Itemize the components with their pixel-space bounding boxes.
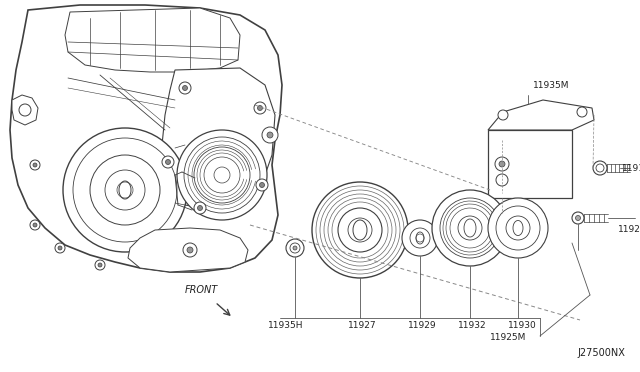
Circle shape: [596, 164, 604, 172]
Circle shape: [496, 174, 508, 186]
Text: 11935M: 11935M: [533, 81, 570, 90]
Circle shape: [184, 137, 260, 213]
Circle shape: [256, 179, 268, 191]
Text: 11932: 11932: [458, 321, 486, 330]
Circle shape: [320, 190, 400, 270]
Circle shape: [117, 182, 133, 198]
Circle shape: [194, 202, 206, 214]
Circle shape: [495, 157, 509, 171]
Circle shape: [63, 128, 187, 252]
Circle shape: [267, 132, 273, 138]
Circle shape: [166, 160, 170, 164]
Circle shape: [572, 212, 584, 224]
Circle shape: [162, 156, 174, 168]
Polygon shape: [10, 5, 282, 272]
Circle shape: [55, 243, 65, 253]
Circle shape: [198, 205, 202, 211]
Circle shape: [416, 234, 424, 242]
Circle shape: [402, 220, 438, 256]
Circle shape: [488, 198, 548, 258]
Circle shape: [179, 82, 191, 94]
Circle shape: [498, 110, 508, 120]
Circle shape: [187, 247, 193, 253]
Circle shape: [312, 182, 408, 278]
Circle shape: [496, 206, 540, 250]
Text: FRONT: FRONT: [185, 285, 218, 295]
Circle shape: [575, 215, 580, 221]
Circle shape: [316, 186, 404, 274]
Circle shape: [98, 263, 102, 267]
Text: 11929: 11929: [408, 321, 436, 330]
Circle shape: [30, 160, 40, 170]
Circle shape: [58, 246, 62, 250]
Circle shape: [290, 243, 300, 253]
Circle shape: [182, 86, 188, 90]
Circle shape: [338, 208, 382, 252]
Circle shape: [19, 104, 31, 116]
Text: 11927: 11927: [348, 321, 376, 330]
Text: 11926N: 11926N: [618, 225, 640, 234]
Circle shape: [259, 183, 264, 187]
Circle shape: [262, 127, 278, 143]
Circle shape: [30, 220, 40, 230]
Circle shape: [73, 138, 177, 242]
Circle shape: [410, 228, 430, 248]
Circle shape: [293, 246, 297, 250]
Circle shape: [183, 243, 197, 257]
Circle shape: [90, 155, 160, 225]
Circle shape: [204, 157, 240, 193]
Circle shape: [33, 223, 37, 227]
Circle shape: [499, 161, 505, 167]
Circle shape: [332, 202, 388, 258]
Polygon shape: [128, 228, 248, 272]
Circle shape: [432, 190, 508, 266]
Circle shape: [593, 161, 607, 175]
Bar: [488, 130, 572, 198]
Circle shape: [177, 130, 267, 220]
Circle shape: [105, 170, 145, 210]
Circle shape: [286, 239, 304, 257]
Text: 11925M: 11925M: [490, 333, 526, 342]
Circle shape: [440, 198, 500, 258]
Circle shape: [348, 218, 372, 242]
Circle shape: [577, 107, 587, 117]
Polygon shape: [488, 100, 594, 130]
Circle shape: [324, 194, 396, 266]
Circle shape: [254, 102, 266, 114]
Circle shape: [328, 198, 392, 262]
Circle shape: [214, 167, 230, 183]
Polygon shape: [162, 68, 275, 210]
Text: 11935H: 11935H: [268, 321, 303, 330]
Text: 11910A: 11910A: [622, 164, 640, 173]
Circle shape: [33, 163, 37, 167]
Circle shape: [506, 216, 530, 240]
Circle shape: [257, 106, 262, 110]
Circle shape: [194, 147, 250, 203]
Text: J27500NX: J27500NX: [577, 348, 625, 358]
Circle shape: [95, 260, 105, 270]
Polygon shape: [12, 95, 38, 125]
Text: 11930: 11930: [508, 321, 537, 330]
Circle shape: [458, 216, 482, 240]
Polygon shape: [65, 8, 240, 72]
